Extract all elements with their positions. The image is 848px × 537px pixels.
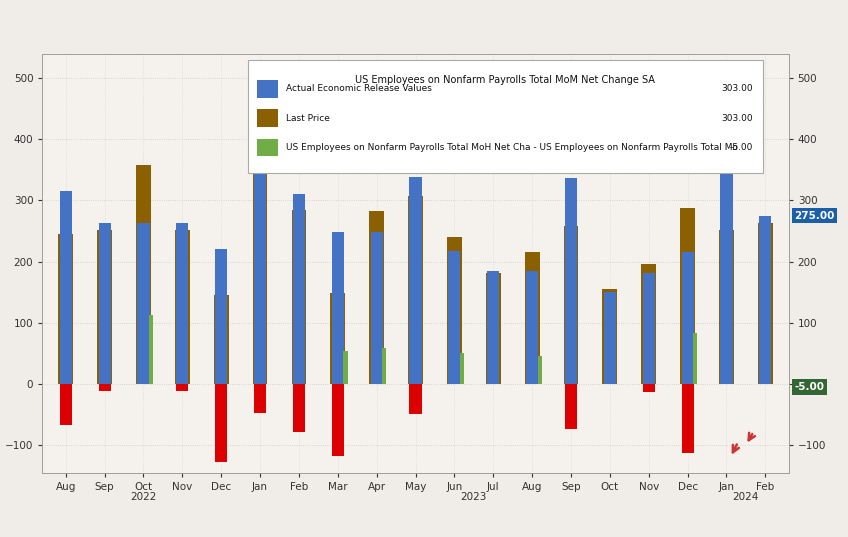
Bar <box>59 191 72 384</box>
Text: US Employees on Nonfarm Payrolls Total MoH Net Cha - US Employees on Nonfarm Pay: US Employees on Nonfarm Payrolls Total M… <box>286 143 738 152</box>
Bar <box>137 223 149 384</box>
Bar <box>682 384 694 453</box>
Text: 2022: 2022 <box>131 492 157 502</box>
Text: Actual Economic Release Values: Actual Economic Release Values <box>286 84 432 93</box>
Bar <box>175 230 190 384</box>
Bar <box>176 384 188 391</box>
Bar <box>214 295 229 384</box>
Bar <box>447 237 462 384</box>
Bar <box>449 251 460 384</box>
Bar <box>719 230 734 384</box>
Bar <box>176 223 188 384</box>
Text: 303.00: 303.00 <box>721 114 753 122</box>
Bar <box>525 252 539 384</box>
Text: Last Price: Last Price <box>286 114 330 122</box>
Text: -5.00: -5.00 <box>729 143 753 152</box>
Bar <box>758 223 773 384</box>
Bar <box>382 349 387 384</box>
Bar <box>488 271 499 384</box>
Bar <box>343 352 348 384</box>
Text: -5.00: -5.00 <box>795 382 824 392</box>
Bar <box>59 384 72 425</box>
Text: US Employees on Nonfarm Payrolls Total MoM Net Change SA: US Employees on Nonfarm Payrolls Total M… <box>355 75 655 85</box>
Bar <box>254 95 266 384</box>
Bar <box>682 252 694 384</box>
Bar <box>643 273 655 384</box>
Bar <box>564 226 578 384</box>
Bar <box>293 384 305 432</box>
Bar <box>369 212 384 384</box>
FancyBboxPatch shape <box>257 139 278 156</box>
FancyBboxPatch shape <box>257 80 278 98</box>
Bar <box>526 271 538 384</box>
Bar <box>408 195 423 384</box>
FancyBboxPatch shape <box>257 110 278 127</box>
Bar <box>98 384 110 391</box>
Bar <box>215 384 227 462</box>
Bar <box>98 223 110 384</box>
Bar <box>602 289 617 384</box>
Bar <box>371 232 382 384</box>
Text: 2023: 2023 <box>460 492 487 502</box>
Bar <box>693 333 697 384</box>
Bar <box>643 384 655 392</box>
Bar <box>604 292 616 384</box>
Bar <box>254 384 266 413</box>
Bar <box>410 384 421 415</box>
Bar <box>59 234 73 384</box>
Text: 303.00: 303.00 <box>721 84 753 93</box>
Bar <box>215 249 227 384</box>
Bar <box>136 165 151 384</box>
Bar <box>332 384 343 456</box>
Bar <box>460 353 464 384</box>
Bar <box>292 209 306 384</box>
Text: 2024: 2024 <box>733 492 759 502</box>
Bar <box>293 194 305 384</box>
Bar <box>253 95 267 384</box>
Bar <box>641 264 656 384</box>
Bar <box>565 178 577 384</box>
Bar <box>331 293 345 384</box>
FancyBboxPatch shape <box>248 60 762 173</box>
Bar <box>98 230 112 384</box>
Text: 275.00: 275.00 <box>795 211 834 221</box>
Bar <box>410 177 421 384</box>
Bar <box>721 166 733 384</box>
Bar <box>486 273 500 384</box>
Bar <box>149 315 153 384</box>
Bar <box>332 232 343 384</box>
Bar <box>538 357 542 384</box>
Bar <box>680 208 695 384</box>
Bar <box>565 384 577 429</box>
Bar <box>759 216 772 384</box>
